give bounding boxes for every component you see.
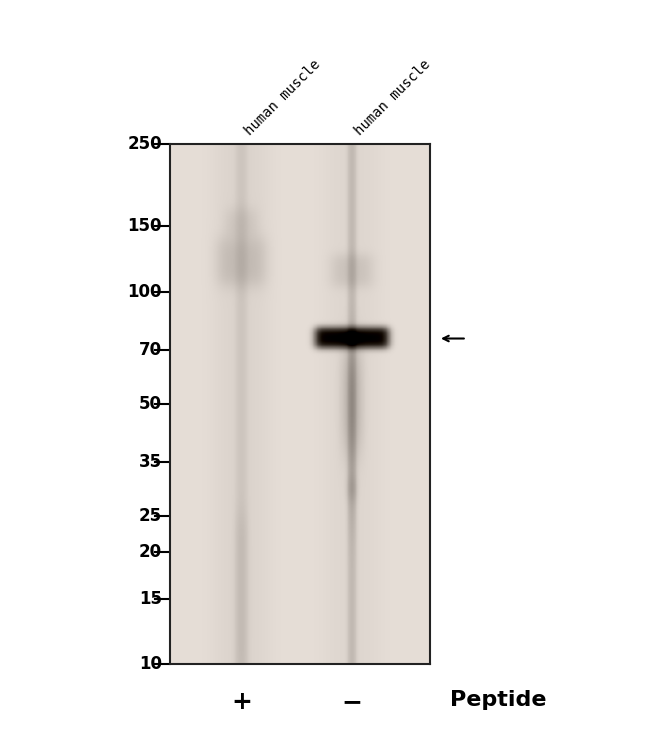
Text: 250: 250 xyxy=(127,135,162,153)
Text: 70: 70 xyxy=(139,341,162,359)
Text: 15: 15 xyxy=(139,590,162,607)
Text: 150: 150 xyxy=(127,218,162,235)
Text: human muscle: human muscle xyxy=(242,58,323,138)
Text: +: + xyxy=(231,690,252,714)
Text: 100: 100 xyxy=(127,283,162,301)
Text: 10: 10 xyxy=(139,655,162,673)
Text: 50: 50 xyxy=(139,395,162,413)
Text: Peptide: Peptide xyxy=(450,690,546,710)
Text: 25: 25 xyxy=(139,507,162,525)
Text: 20: 20 xyxy=(139,543,162,561)
Text: human muscle: human muscle xyxy=(352,58,434,138)
Text: 35: 35 xyxy=(139,452,162,471)
Text: −: − xyxy=(342,690,363,714)
